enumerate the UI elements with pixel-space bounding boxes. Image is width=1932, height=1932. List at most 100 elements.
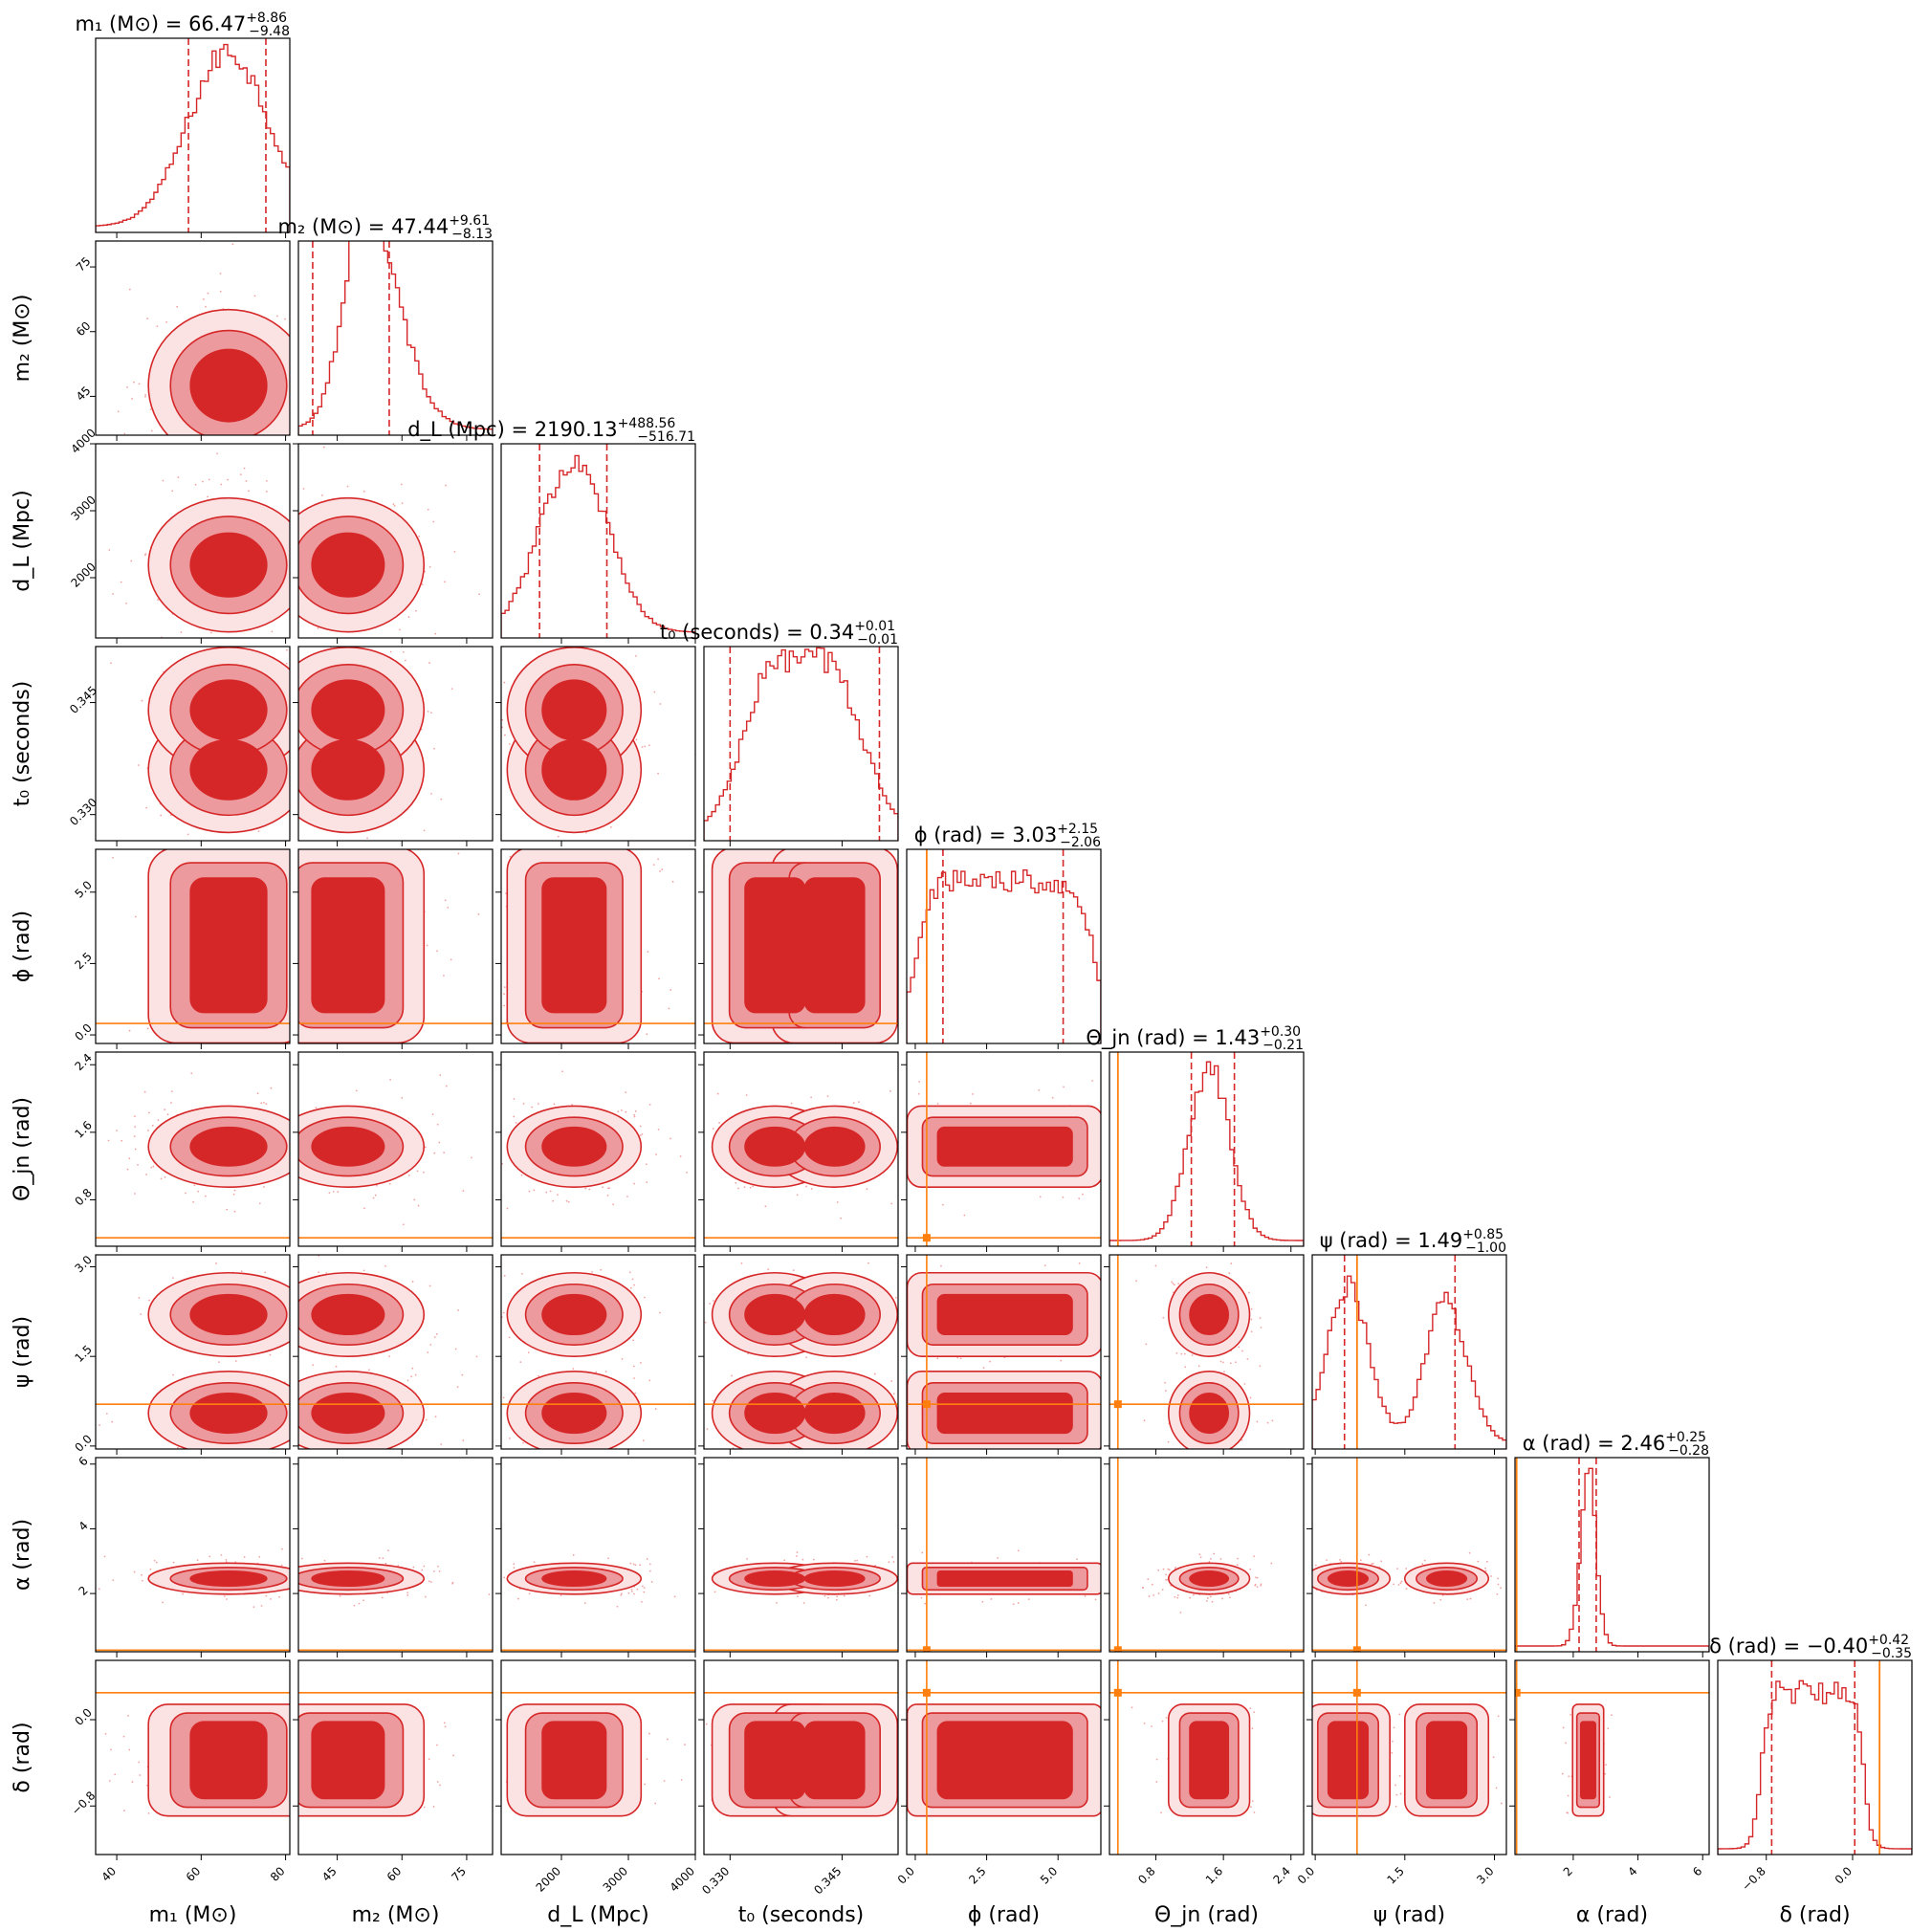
panel-frame [95, 1254, 291, 1450]
sample-point [941, 1203, 944, 1206]
sample-point [1221, 1597, 1223, 1600]
sample-point [292, 1038, 294, 1040]
sample-point [225, 1561, 228, 1563]
sample-point [172, 1561, 175, 1564]
sample-point [588, 1188, 591, 1191]
panel-frame [1109, 1051, 1305, 1247]
sample-point [219, 290, 222, 293]
sample-point [457, 852, 460, 855]
sample-point [134, 915, 137, 918]
sample-point [452, 1573, 454, 1575]
contour-panel-7-1 [298, 1549, 493, 1652]
sample-point [434, 1416, 437, 1418]
sample-point [437, 1565, 439, 1568]
sample-point [1183, 1352, 1186, 1355]
sample-point [220, 483, 223, 486]
panel-frame [1109, 1254, 1305, 1450]
sample-point [513, 1563, 516, 1566]
sample-point [270, 1597, 272, 1600]
sample-point [134, 1193, 136, 1195]
sample-point [294, 1130, 296, 1131]
sample-point [453, 950, 455, 952]
panel-frame [906, 848, 1102, 1044]
sample-point [633, 1592, 635, 1595]
sample-point [205, 497, 207, 499]
sample-point [227, 478, 229, 481]
sample-point [302, 488, 305, 490]
contour-panel-6-4 [907, 1234, 1101, 1453]
sample-point [1062, 1451, 1064, 1453]
sample-point [866, 1188, 868, 1191]
sample-point [146, 1027, 149, 1030]
sample-point [655, 1153, 657, 1155]
title-value: m₁ (M⊙) = 66.47 [75, 12, 246, 35]
sample-point [164, 1109, 166, 1110]
contour-panel-7-3 [704, 1551, 898, 1652]
histogram-panel-5 [1109, 1052, 1304, 1246]
contour-level-2 [936, 1570, 1073, 1588]
sample-point [486, 872, 488, 874]
sample-point [407, 616, 410, 618]
sample-point [489, 1156, 491, 1158]
sample-point [1497, 1583, 1500, 1586]
sample-point [1222, 1361, 1224, 1364]
sample-point [716, 1092, 719, 1095]
sample-point [382, 1557, 384, 1560]
panel-frame [297, 1254, 494, 1450]
sample-point [641, 1600, 643, 1603]
sample-point [211, 1464, 213, 1466]
sample-point [296, 1340, 297, 1342]
sample-point [456, 1386, 459, 1389]
sample-point [185, 1192, 187, 1195]
sample-point [300, 1264, 302, 1266]
sample-point [1205, 1266, 1208, 1269]
sample-point [586, 1479, 588, 1481]
sample-point [1151, 1583, 1153, 1586]
contour-level-2 [541, 1392, 607, 1435]
contour-level-2 [541, 1126, 607, 1167]
sample-point [1078, 1262, 1081, 1264]
panel-frame [297, 1457, 494, 1653]
sample-point [746, 1558, 748, 1560]
panel-frame [906, 1051, 1102, 1247]
sample-point [116, 1130, 118, 1131]
sample-point [146, 1130, 149, 1131]
sample-point [930, 1266, 932, 1268]
contour-level-2 [744, 1392, 806, 1435]
sample-point [840, 1217, 843, 1219]
sample-point [745, 1094, 748, 1096]
sample-point [488, 1588, 490, 1590]
contour-level-2 [189, 738, 268, 801]
sample-point [973, 1234, 975, 1236]
sample-point [1165, 1578, 1167, 1581]
sample-point [271, 490, 273, 492]
sample-point [462, 1439, 465, 1442]
sample-point [644, 745, 647, 748]
sample-point [776, 1601, 778, 1604]
sample-point [1248, 1291, 1250, 1294]
contour-panel-7-0 [96, 1548, 290, 1652]
panel-title-4: ϕ (rad) = 3.03+2.15 −2.06 [914, 822, 1101, 850]
contour-level-2 [189, 1392, 268, 1435]
sample-point [959, 1357, 962, 1360]
panel-frame [297, 848, 494, 1044]
y-tick-label: 45 [74, 384, 94, 404]
sample-point [1500, 1587, 1502, 1590]
sample-point [295, 571, 296, 573]
sample-point [616, 1605, 619, 1608]
sample-point [295, 1790, 296, 1792]
sample-point [455, 1586, 457, 1588]
contour-panel-5-1 [294, 1074, 493, 1239]
sample-point [1259, 1317, 1262, 1319]
sample-point [238, 438, 240, 440]
sample-point [429, 1343, 432, 1346]
sample-point [98, 1588, 100, 1591]
contour-level-2 [311, 877, 385, 1014]
sample-point [650, 1581, 653, 1583]
sample-point [295, 942, 296, 944]
sample-point [372, 1197, 375, 1199]
sample-point [657, 1129, 660, 1131]
sample-point [1197, 1453, 1198, 1455]
sample-point [658, 1311, 661, 1314]
sample-point [1197, 1365, 1200, 1368]
